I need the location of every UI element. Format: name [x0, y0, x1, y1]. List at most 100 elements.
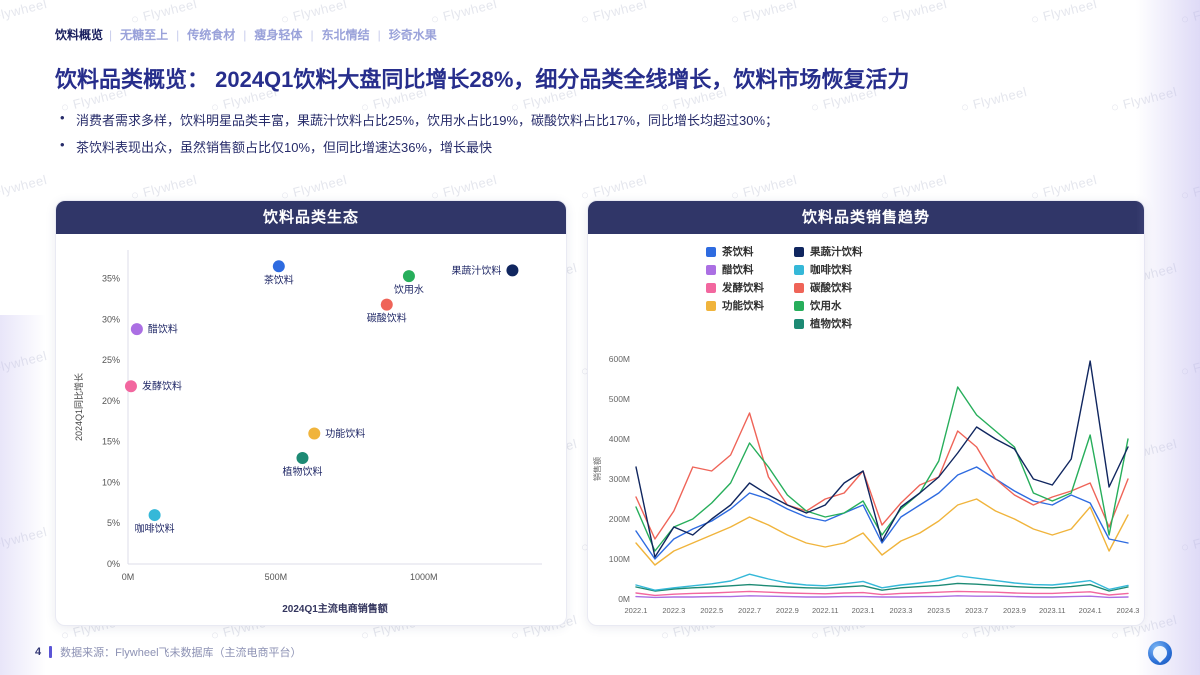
nav-item-active[interactable]: 饮料概览	[55, 28, 104, 42]
legend-item: 果蔬汁饮料	[794, 244, 863, 259]
bullet-item: 茶饮料表现出众，虽然销售额占比仅10%，但同比增速达36%，增长最快	[58, 137, 1118, 156]
svg-text:300M: 300M	[609, 474, 630, 484]
svg-text:600M: 600M	[609, 354, 630, 364]
page-title: 饮料品类概览： 2024Q1饮料大盘同比增长28%，细分品类全线增长，饮料市场恢…	[55, 67, 910, 92]
line-chart: 0M 100M 200M 300M 400M 500M 600M 销售额 2022.1 2022.…	[592, 354, 1140, 615]
watermark-text: ○ Flywheel	[129, 172, 199, 203]
legend-label: 果蔬汁饮料	[810, 246, 863, 258]
legend-column: 茶饮料醋饮料发酵饮料功能饮料	[706, 244, 764, 331]
legend-label: 茶饮料	[722, 246, 754, 258]
nav-item[interactable]: 东北情结	[321, 28, 370, 42]
legend-swatch-icon	[794, 300, 804, 311]
nav-separator: |	[310, 28, 314, 42]
svg-text:500M: 500M	[609, 394, 630, 404]
watermark-text: ○ Flywheel	[279, 0, 349, 27]
top-nav: 饮料概览 | 无糖至上 | 传统食材 | 瘦身轻体 | 东北情结 | 珍奇水果	[55, 26, 439, 43]
svg-text:20%: 20%	[102, 396, 120, 406]
legend-label: 植物饮料	[810, 318, 852, 330]
svg-text:茶饮料: 茶饮料	[264, 273, 294, 286]
watermark-text: ○ Flywheel	[729, 0, 799, 27]
legend-item: 植物饮料	[794, 316, 863, 331]
legend-item: 饮用水	[794, 298, 863, 313]
watermark-text: ○ Flywheel	[1029, 172, 1099, 203]
data-source: 数据来源：Flywheel飞未数据库（主流电商平台）	[60, 647, 302, 659]
legend-label: 碳酸饮料	[810, 282, 852, 294]
legend-swatch-icon	[706, 264, 716, 275]
nav-separator: |	[109, 28, 113, 42]
svg-text:2024.3: 2024.3	[1117, 606, 1140, 615]
watermark-text: ○ Flywheel	[0, 0, 49, 27]
legend-item: 发酵饮料	[706, 280, 764, 295]
legend-swatch-icon	[794, 264, 804, 275]
watermark-text: ○ Flywheel	[279, 172, 349, 203]
svg-text:15%: 15%	[102, 437, 120, 447]
svg-text:2023.1: 2023.1	[852, 606, 875, 615]
svg-text:醋饮料: 醋饮料	[148, 323, 178, 336]
legend-swatch-icon	[794, 246, 804, 257]
line-panel-title: 饮料品类销售趋势	[588, 201, 1144, 234]
nav-item[interactable]: 传统食材	[187, 28, 236, 42]
svg-text:5%: 5%	[107, 518, 120, 528]
svg-text:2022.7: 2022.7	[738, 606, 761, 615]
legend-column: 果蔬汁饮料咖啡饮料碳酸饮料饮用水植物饮料	[794, 244, 863, 331]
watermark-text: ○ Flywheel	[879, 172, 949, 203]
nav-separator: |	[176, 28, 180, 42]
svg-text:发酵饮料: 发酵饮料	[142, 380, 182, 393]
left-edge-gradient	[0, 315, 46, 675]
svg-text:果蔬汁饮料: 果蔬汁饮料	[451, 264, 501, 277]
flywheel-logo-icon	[1148, 641, 1172, 665]
legend-item: 茶饮料	[706, 244, 764, 259]
footer-divider	[49, 646, 53, 658]
watermark-text: ○ Flywheel	[129, 0, 199, 27]
watermark-text: ○ Flywheel	[0, 348, 49, 379]
svg-text:咖啡饮料: 咖啡饮料	[135, 522, 175, 535]
legend-swatch-icon	[794, 318, 804, 329]
legend-label: 醋饮料	[722, 264, 754, 276]
legend-label: 咖啡饮料	[810, 264, 852, 276]
page-number: 4	[35, 646, 42, 658]
nav-item[interactable]: 无糖至上	[120, 28, 169, 42]
nav-separator: |	[243, 28, 247, 42]
svg-text:2022.1: 2022.1	[625, 606, 648, 615]
legend-item: 碳酸饮料	[794, 280, 863, 295]
legend-item: 醋饮料	[706, 262, 764, 277]
watermark-text: ○ Flywheel	[579, 172, 649, 203]
scatter-chart: 0% 5% 10% 15% 20% 25% 30% 35% 0M 500M 1000M 2024Q1同…	[73, 250, 542, 615]
watermark-text: ○ Flywheel	[879, 0, 949, 27]
svg-text:2022.11: 2022.11	[812, 606, 839, 615]
watermark-text: ○ Flywheel	[1179, 524, 1200, 555]
svg-text:2022.5: 2022.5	[700, 606, 723, 615]
watermark-text: ○ Flywheel	[729, 172, 799, 203]
svg-text:饮用水: 饮用水	[394, 283, 424, 296]
watermark-text: ○ Flywheel	[1029, 0, 1099, 27]
legend-label: 饮用水	[810, 300, 842, 312]
svg-text:2022.3: 2022.3	[662, 606, 685, 615]
svg-text:植物饮料: 植物饮料	[282, 465, 322, 478]
legend-swatch-icon	[706, 246, 716, 257]
legend-item: 功能饮料	[706, 298, 764, 313]
legend-item: 咖啡饮料	[794, 262, 863, 277]
svg-text:400M: 400M	[609, 434, 630, 444]
svg-text:2024Q1同比增长: 2024Q1同比增长	[73, 373, 84, 441]
svg-text:0M: 0M	[618, 594, 630, 604]
watermark-text: ○ Flywheel	[0, 172, 49, 203]
svg-text:碳酸饮料: 碳酸饮料	[367, 312, 407, 325]
svg-text:100M: 100M	[609, 554, 630, 564]
svg-text:2024Q1主流电商销售额: 2024Q1主流电商销售额	[282, 602, 388, 615]
watermark-text: ○ Flywheel	[0, 524, 49, 555]
svg-text:功能饮料: 功能饮料	[325, 427, 365, 440]
nav-item[interactable]: 瘦身轻体	[254, 28, 303, 42]
svg-text:500M: 500M	[265, 572, 288, 582]
bullet-item: 消费者需求多样，饮料明星品类丰富，果蔬汁饮料占比25%，饮用水占比19%，碳酸饮…	[58, 110, 1118, 129]
svg-text:2023.11: 2023.11	[1039, 606, 1066, 615]
svg-text:25%: 25%	[102, 355, 120, 365]
nav-item[interactable]: 珍奇水果	[388, 28, 437, 42]
svg-text:2022.9: 2022.9	[776, 606, 799, 615]
svg-text:2023.5: 2023.5	[927, 606, 950, 615]
legend-label: 功能饮料	[722, 300, 764, 312]
svg-text:30%: 30%	[102, 314, 120, 324]
legend-swatch-icon	[706, 300, 716, 311]
svg-text:0M: 0M	[122, 572, 135, 582]
bullet-list: 消费者需求多样，饮料明星品类丰富，果蔬汁饮料占比25%，饮用水占比19%，碳酸饮…	[58, 110, 1118, 164]
